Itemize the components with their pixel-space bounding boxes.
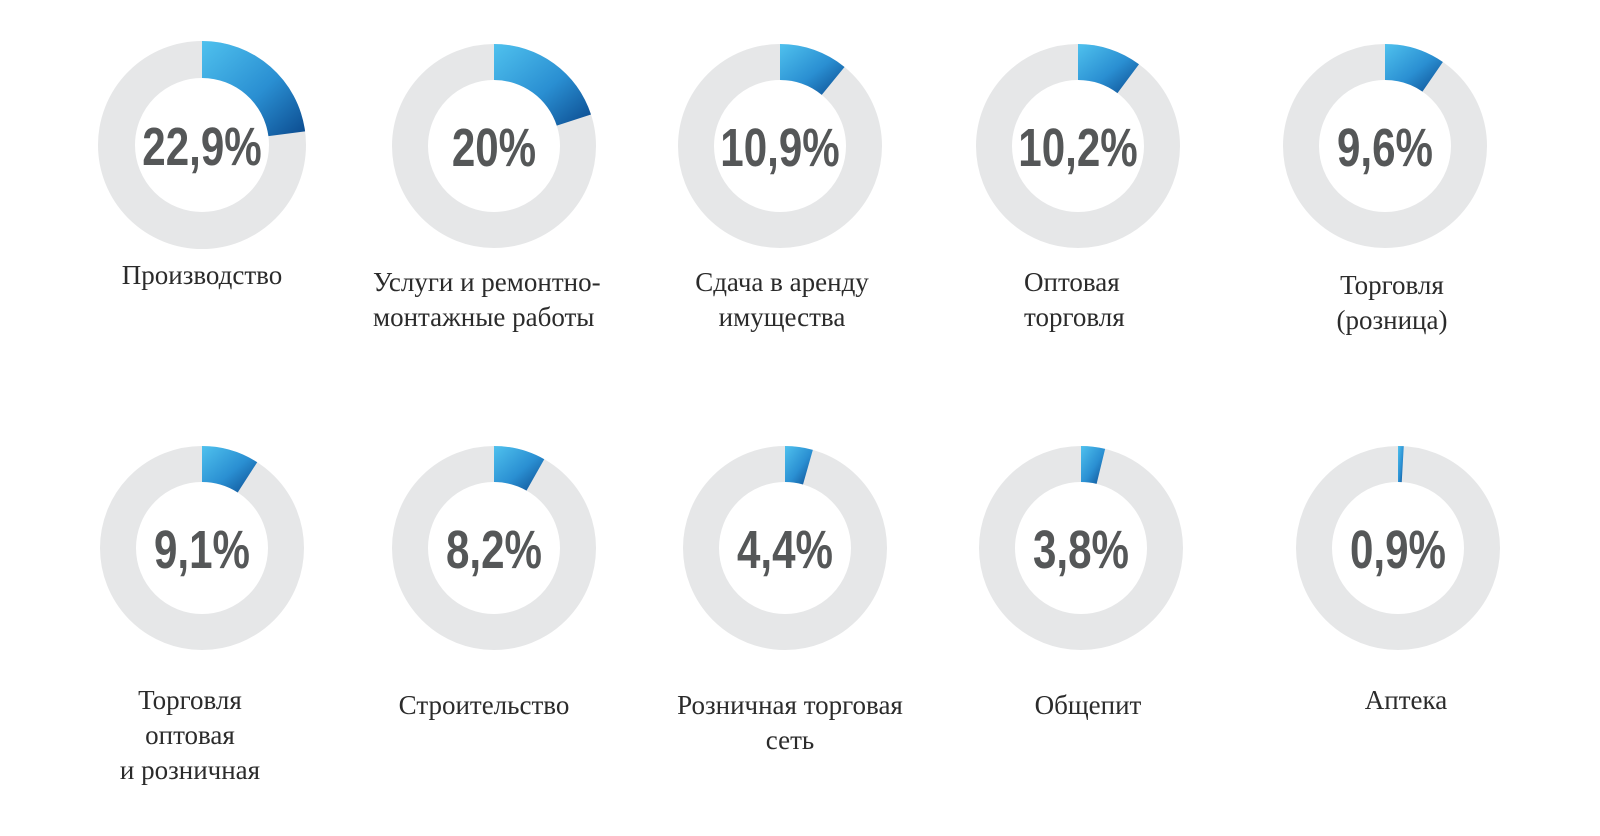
donut-value-arc	[202, 41, 306, 137]
donut-value-label: 9,6%	[1337, 118, 1433, 178]
donut-value-arc	[494, 446, 545, 491]
category-label-apteka: Аптека	[1364, 685, 1448, 715]
donut-optovaya: 10,2%	[976, 44, 1180, 248]
donut-value-label: 10,2%	[1018, 118, 1137, 178]
donut-value-label: 3,8%	[1033, 520, 1129, 580]
donut-value-arc	[785, 446, 813, 485]
donut-opt-rozn: 9,1%	[100, 446, 304, 650]
donut-obshchepit: 3,8%	[979, 446, 1183, 650]
donut-value-label: 9,1%	[154, 520, 250, 580]
donut-value-arc	[202, 446, 258, 493]
donut-value-label: 4,4%	[737, 520, 833, 580]
donut-value-arc	[494, 44, 592, 126]
donut-value-label: 8,2%	[446, 520, 542, 580]
donut-set: 4,4%	[683, 446, 887, 650]
category-label-set: Розничная торговая сеть	[677, 690, 903, 755]
category-label-roznica: Торговля (розница)	[1336, 270, 1448, 335]
donut-value-arc	[1081, 446, 1106, 484]
donut-proizvodstvo: 22,9%	[98, 41, 306, 249]
donut-roznica: 9,6%	[1283, 44, 1487, 248]
category-label-uslugi: Услуги и ремонтно- монтажные работы	[373, 267, 601, 332]
category-label-sdacha: Сдача в аренду имущества	[695, 267, 869, 332]
donut-apteka: 0,9%	[1296, 446, 1500, 650]
category-label-optovaya: Оптовая торговля	[1024, 267, 1125, 332]
donut-value-arc	[1385, 44, 1443, 92]
donut-value-label: 10,9%	[720, 118, 839, 178]
category-label-proizvodstvo: Производство	[121, 260, 283, 290]
category-label-stroitelstvo: Строительство	[398, 690, 570, 720]
donut-value-label: 20%	[452, 118, 536, 178]
donut-value-arc	[1398, 446, 1404, 483]
donut-sdacha: 10,9%	[678, 44, 882, 248]
category-label-obshchepit: Общепит	[1034, 690, 1142, 720]
donut-uslugi: 20%	[392, 44, 596, 248]
donut-stroitelstvo: 8,2%	[392, 446, 596, 650]
donut-value-arc	[1078, 44, 1139, 94]
donut-value-label: 22,9%	[142, 117, 261, 177]
category-label-opt-rozn: Торговля оптовая и розничная	[119, 685, 261, 785]
donut-value-arc	[780, 44, 845, 95]
donut-value-label: 0,9%	[1350, 520, 1446, 580]
